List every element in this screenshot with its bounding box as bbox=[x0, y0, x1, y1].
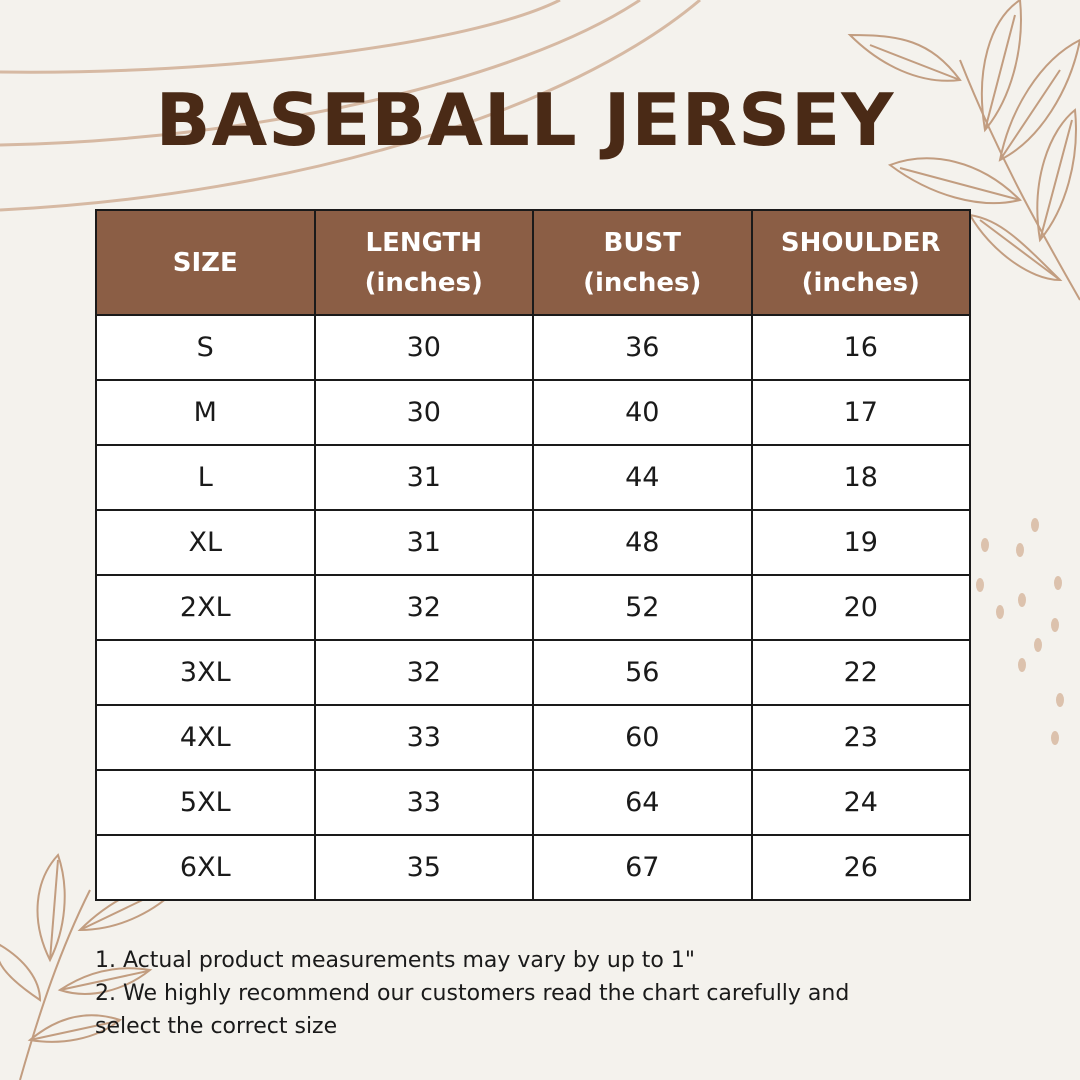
table-row: 4XL 33 60 23 bbox=[95, 704, 971, 771]
bust-cell: 48 bbox=[532, 509, 753, 576]
table-row: 6XL 35 67 26 bbox=[95, 834, 971, 901]
header-label: LENGTH bbox=[365, 227, 482, 258]
header-size: SIZE bbox=[95, 209, 316, 316]
header-label: SIZE bbox=[172, 247, 238, 278]
size-cell: 5XL bbox=[95, 769, 316, 836]
length-cell: 32 bbox=[313, 574, 534, 641]
shoulder-cell: 17 bbox=[750, 379, 971, 446]
header-length: LENGTH (inches) bbox=[313, 209, 534, 316]
shoulder-cell: 26 bbox=[750, 834, 971, 901]
table-row: M 30 40 17 bbox=[95, 379, 971, 446]
shoulder-cell: 19 bbox=[750, 509, 971, 576]
header-unit: (inches) bbox=[801, 267, 920, 298]
bust-cell: 67 bbox=[532, 834, 753, 901]
length-cell: 32 bbox=[313, 639, 534, 706]
table-row: XL 31 48 19 bbox=[95, 509, 971, 576]
table-body: S 30 36 16 M 30 40 17 L 31 44 18 XL 31 48 19 2XL 32 52 20 3X… bbox=[95, 314, 971, 901]
bust-cell: 64 bbox=[532, 769, 753, 836]
bust-cell: 60 bbox=[532, 704, 753, 771]
shoulder-cell: 24 bbox=[750, 769, 971, 836]
size-cell: 2XL bbox=[95, 574, 316, 641]
shoulder-cell: 16 bbox=[750, 314, 971, 381]
table-row: 5XL 33 64 24 bbox=[95, 769, 971, 836]
size-cell: XL bbox=[95, 509, 316, 576]
header-shoulder: SHOULDER (inches) bbox=[750, 209, 971, 316]
page-title: BASEBALL JERSEY bbox=[155, 78, 895, 162]
table-row: 3XL 32 56 22 bbox=[95, 639, 971, 706]
size-cell: 6XL bbox=[95, 834, 316, 901]
table-row: L 31 44 18 bbox=[95, 444, 971, 511]
shoulder-cell: 23 bbox=[750, 704, 971, 771]
note-line: 1. Actual product measurements may vary … bbox=[95, 948, 696, 973]
dot-pattern bbox=[976, 518, 1064, 745]
size-cell: 3XL bbox=[95, 639, 316, 706]
shoulder-cell: 18 bbox=[750, 444, 971, 511]
size-cell: M bbox=[95, 379, 316, 446]
header-label: BUST bbox=[603, 227, 681, 258]
length-cell: 30 bbox=[313, 379, 534, 446]
bust-cell: 40 bbox=[532, 379, 753, 446]
length-cell: 31 bbox=[313, 444, 534, 511]
note-line: 2. We highly recommend our customers rea… bbox=[95, 981, 850, 1006]
header-unit: (inches) bbox=[364, 267, 483, 298]
shoulder-cell: 20 bbox=[750, 574, 971, 641]
table-row: S 30 36 16 bbox=[95, 314, 971, 381]
bust-cell: 56 bbox=[532, 639, 753, 706]
size-cell: L bbox=[95, 444, 316, 511]
size-cell: 4XL bbox=[95, 704, 316, 771]
length-cell: 33 bbox=[313, 704, 534, 771]
header-bust: BUST (inches) bbox=[532, 209, 753, 316]
length-cell: 31 bbox=[313, 509, 534, 576]
notes: 1. Actual product measurements may vary … bbox=[95, 944, 975, 1043]
header-label: SHOULDER bbox=[780, 227, 941, 258]
bust-cell: 36 bbox=[532, 314, 753, 381]
bust-cell: 52 bbox=[532, 574, 753, 641]
length-cell: 33 bbox=[313, 769, 534, 836]
bust-cell: 44 bbox=[532, 444, 753, 511]
table-header-row: SIZE LENGTH (inches) BUST (inches) SHOUL… bbox=[95, 209, 971, 316]
shoulder-cell: 22 bbox=[750, 639, 971, 706]
size-chart-table: SIZE LENGTH (inches) BUST (inches) SHOUL… bbox=[95, 209, 971, 901]
size-cell: S bbox=[95, 314, 316, 381]
length-cell: 35 bbox=[313, 834, 534, 901]
length-cell: 30 bbox=[313, 314, 534, 381]
note-line: select the correct size bbox=[95, 1014, 338, 1039]
header-unit: (inches) bbox=[583, 267, 702, 298]
table-row: 2XL 32 52 20 bbox=[95, 574, 971, 641]
